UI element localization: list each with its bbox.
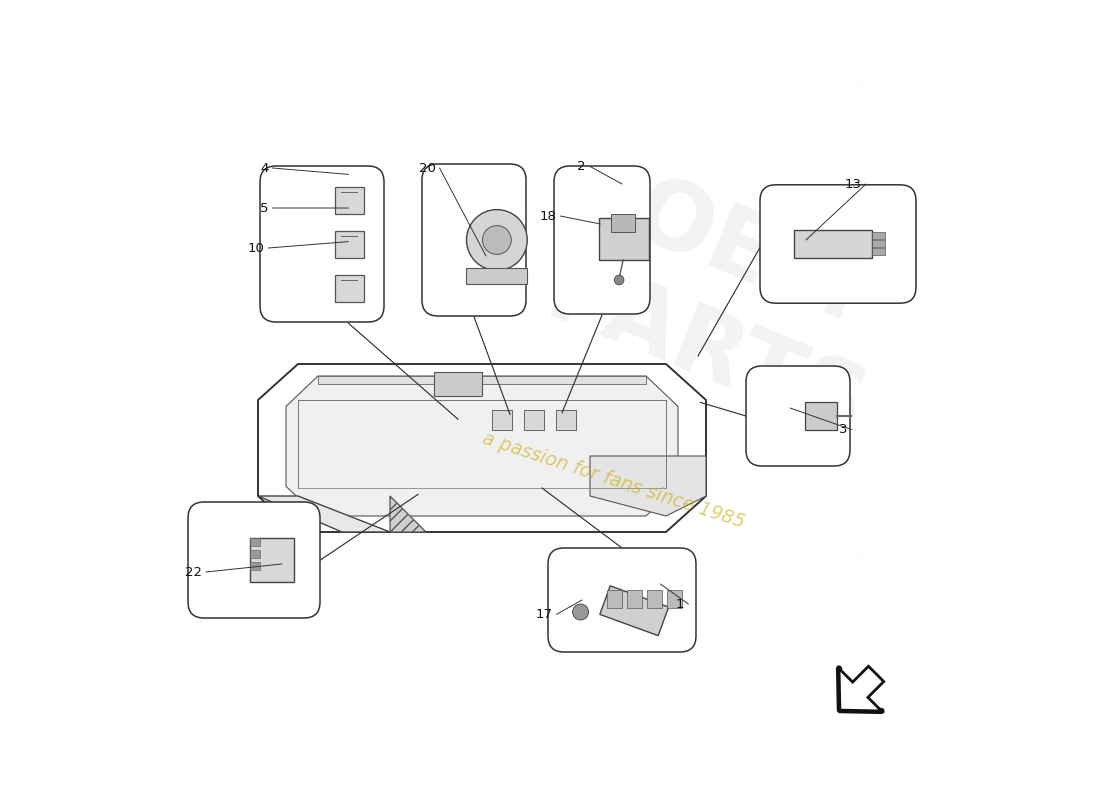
Circle shape (573, 604, 588, 620)
Circle shape (483, 226, 512, 254)
Bar (250, 562, 260, 570)
Bar (872, 232, 886, 239)
Bar (334, 187, 364, 214)
FancyBboxPatch shape (188, 502, 320, 618)
Circle shape (466, 210, 527, 270)
Polygon shape (286, 376, 678, 516)
Bar (805, 402, 837, 430)
Text: 13: 13 (845, 178, 862, 190)
Bar (872, 248, 886, 255)
Bar (466, 268, 527, 284)
FancyBboxPatch shape (548, 548, 696, 652)
Bar (607, 590, 621, 608)
Polygon shape (318, 376, 646, 384)
Polygon shape (590, 456, 706, 516)
Bar (250, 538, 294, 582)
FancyBboxPatch shape (554, 166, 650, 314)
Bar (250, 550, 260, 558)
Bar (794, 230, 872, 258)
Bar (647, 590, 661, 608)
Text: 2: 2 (578, 160, 586, 173)
Polygon shape (258, 496, 390, 532)
Polygon shape (390, 496, 426, 532)
Bar (493, 410, 512, 430)
Text: 22: 22 (185, 566, 202, 578)
Bar (334, 275, 364, 302)
FancyBboxPatch shape (260, 166, 384, 322)
Text: 18: 18 (539, 210, 557, 222)
FancyBboxPatch shape (746, 366, 850, 466)
Bar (600, 218, 649, 260)
Text: OEM
PARTS: OEM PARTS (534, 150, 918, 458)
Circle shape (614, 275, 624, 285)
Bar (250, 538, 260, 546)
Bar (872, 240, 886, 247)
Text: 10: 10 (248, 242, 264, 254)
FancyBboxPatch shape (422, 164, 526, 316)
Polygon shape (839, 666, 883, 711)
Text: 4: 4 (260, 162, 268, 174)
Bar (668, 590, 682, 608)
Bar (627, 590, 641, 608)
Text: 5: 5 (260, 202, 268, 214)
FancyBboxPatch shape (760, 185, 916, 303)
Bar (525, 410, 543, 430)
Bar (557, 410, 575, 430)
Text: 1: 1 (675, 598, 684, 610)
Text: 17: 17 (536, 608, 552, 621)
Bar (600, 586, 669, 636)
Text: 3: 3 (839, 423, 848, 436)
Bar (334, 231, 364, 258)
Bar (612, 214, 635, 232)
Text: 20: 20 (419, 162, 436, 174)
Text: a passion for fans since 1985: a passion for fans since 1985 (481, 429, 748, 531)
Polygon shape (434, 372, 482, 396)
